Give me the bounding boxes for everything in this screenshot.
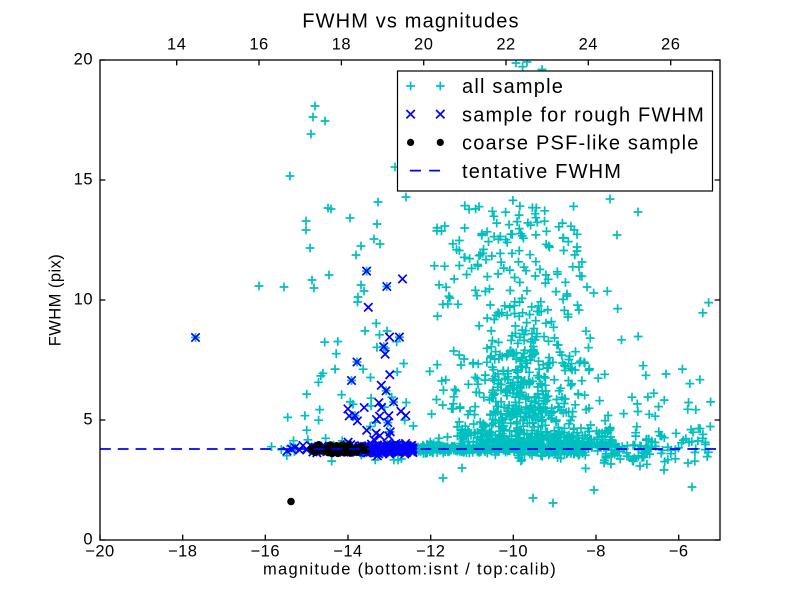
svg-text:20: 20: [74, 51, 93, 69]
svg-text:−6: −6: [669, 543, 689, 561]
svg-text:24: 24: [579, 36, 598, 54]
svg-text:5: 5: [83, 411, 93, 429]
svg-text:16: 16: [249, 36, 268, 54]
svg-text:−10: −10: [499, 543, 529, 561]
svg-text:tentative FWHM: tentative FWHM: [462, 161, 622, 183]
svg-text:−12: −12: [416, 543, 446, 561]
svg-text:−16: −16: [251, 543, 281, 561]
svg-text:magnitude (bottom:isnt / top:c: magnitude (bottom:isnt / top:calib): [263, 561, 557, 579]
svg-text:−18: −18: [168, 543, 198, 561]
svg-text:26: 26: [661, 36, 680, 54]
svg-text:−14: −14: [333, 543, 363, 561]
svg-text:FWHM (pix): FWHM (pix): [47, 254, 65, 346]
svg-text:10: 10: [74, 291, 93, 309]
svg-text:all sample: all sample: [462, 76, 564, 98]
svg-text:sample for rough FWHM: sample for rough FWHM: [462, 104, 705, 126]
svg-text:coarse PSF-like sample: coarse PSF-like sample: [462, 133, 700, 155]
svg-text:FWHM vs magnitudes: FWHM vs magnitudes: [302, 11, 519, 33]
svg-text:20: 20: [414, 36, 433, 54]
svg-text:22: 22: [496, 36, 515, 54]
svg-text:−20: −20: [85, 543, 115, 561]
svg-text:15: 15: [74, 171, 93, 189]
svg-text:0: 0: [83, 531, 93, 549]
svg-text:−8: −8: [586, 543, 606, 561]
svg-text:18: 18: [332, 36, 351, 54]
svg-text:14: 14: [167, 36, 186, 54]
